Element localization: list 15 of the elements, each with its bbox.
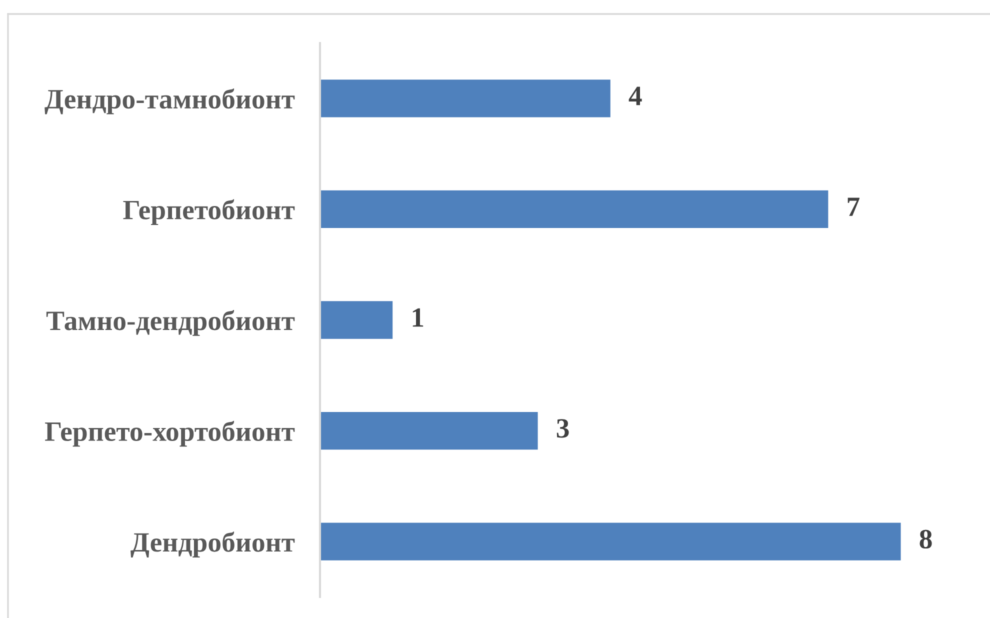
data-label: 7	[848, 198, 860, 216]
bar	[320, 522, 901, 560]
y-tick-label: Герпето-хортобионт	[45, 420, 295, 447]
y-tick-label: Дендробионт	[130, 532, 295, 558]
bar	[320, 190, 828, 228]
data-label: 8	[920, 530, 932, 549]
y-tick-label: Тамно-дендробионт	[46, 310, 295, 336]
bar	[320, 412, 538, 450]
data-label: 1	[412, 308, 424, 327]
y-tick-label: Герпетобионт	[123, 199, 295, 226]
data-label: 3	[556, 419, 569, 438]
y-tick-label: Дендро-тамнобионт	[44, 88, 295, 114]
bar	[320, 80, 610, 118]
data-label: 4	[628, 86, 642, 106]
bar	[320, 301, 393, 339]
